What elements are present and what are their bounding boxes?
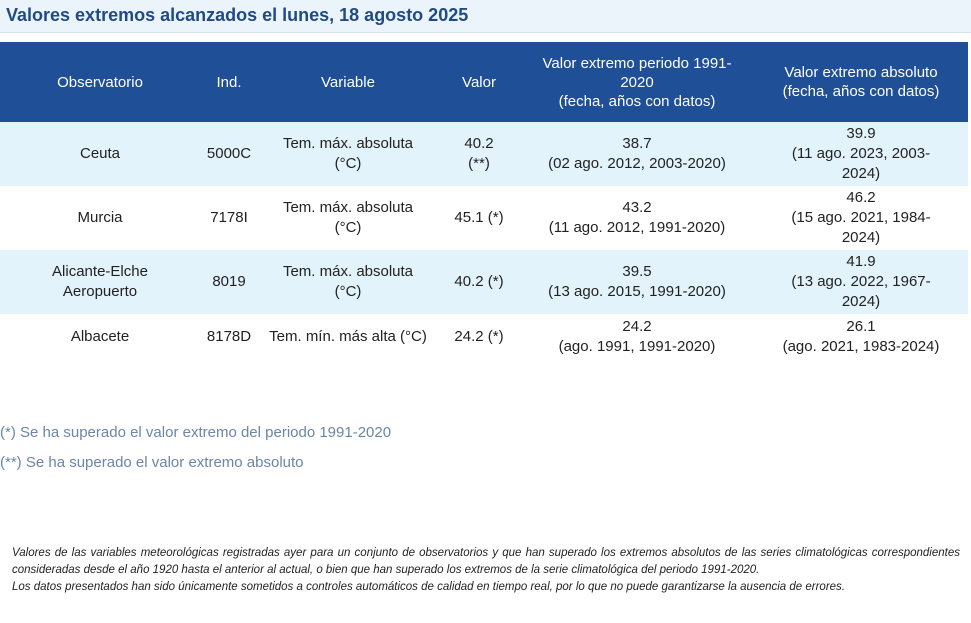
cell-extremo-absoluto: 46.2 (15 ago. 2021, 1984-2024)	[791, 189, 931, 246]
footer-paragraph: Los datos presentados han sido únicament…	[12, 581, 845, 593]
cell-observatorio: Murcia	[77, 209, 123, 226]
cell-valor: 40.2 (*)	[438, 250, 520, 314]
cell-extremo-periodo: 43.2 (11 ago. 2012, 1991-2020)	[548, 199, 726, 236]
cell-extremo-periodo: 39.5 (13 ago. 2015, 1991-2020)	[520, 250, 754, 314]
note-periodo: (*) Se ha superado el valor extremo del …	[0, 424, 392, 441]
cell-ind: 5000C	[200, 122, 258, 186]
table-header-row: Observatorio Ind. Variable Valor Valor e…	[0, 42, 968, 122]
cell-variable: Tem. máx. absoluta (°C)	[282, 199, 414, 236]
column-header-extremo-periodo: Valor extremo periodo 1991-2020 (fecha, a…	[520, 42, 754, 122]
column-header-observatorio: Observatorio	[0, 42, 200, 122]
legend-notes: (*) Se ha superado el valor extremo del …	[0, 423, 391, 483]
cell-observatorio: Alicante-Elche Aeropuerto	[0, 250, 200, 314]
cell-ind: 8178D	[206, 328, 252, 345]
extremes-table: Observatorio Ind. Variable Valor Valor e…	[0, 42, 968, 362]
cell-extremo-periodo: 24.2 (ago. 1991, 1991-2020)	[558, 318, 716, 355]
cell-valor: 40.2 (**)	[438, 122, 520, 186]
title-bar: Valores extremos alcanzados el lunes, 18…	[0, 0, 971, 33]
column-header-valor: Valor	[438, 42, 520, 122]
footer-disclaimer: Valores de las variables meteorológicas …	[12, 545, 960, 596]
table-row: Murcia 7178I Tem. máx. absoluta (°C) 45.…	[0, 186, 968, 250]
cell-variable: Tem. mín. más alta (°C)	[269, 328, 427, 345]
note-absoluto: (**) Se ha superado el valor extremo abs…	[0, 454, 304, 471]
cell-extremo-absoluto: 26.1 (ago. 2021, 1983-2024)	[782, 318, 940, 355]
cell-ind: 7178I	[210, 209, 248, 226]
table-row: Ceuta 5000C Tem. máx. absoluta (°C) 40.2…	[0, 122, 968, 186]
cell-observatorio: Albacete	[70, 328, 130, 345]
cell-valor: 45.1 (*)	[454, 209, 504, 226]
table-row: Albacete 8178D Tem. mín. más alta (°C) 2…	[0, 314, 968, 362]
cell-extremo-absoluto: 39.9 (11 ago. 2023, 2003-2024)	[754, 122, 968, 186]
cell-variable: Tem. máx. absoluta (°C)	[258, 250, 438, 314]
column-header-extremo-absoluto: Valor extremo absoluto (fecha, años con d…	[754, 42, 968, 122]
page-title: Valores extremos alcanzados el lunes, 18…	[6, 5, 469, 25]
cell-ind: 8019	[200, 250, 258, 314]
cell-extremo-periodo: 38.7 (02 ago. 2012, 2003-2020)	[520, 122, 754, 186]
cell-valor: 24.2 (*)	[454, 328, 504, 345]
column-header-ind: Ind.	[200, 42, 258, 122]
footer-paragraph: Valores de las variables meteorológicas …	[12, 547, 960, 576]
column-header-variable: Variable	[258, 42, 438, 122]
cell-variable: Tem. máx. absoluta (°C)	[258, 122, 438, 186]
cell-observatorio: Ceuta	[0, 122, 200, 186]
table-row: Alicante-Elche Aeropuerto 8019 Tem. máx.…	[0, 250, 968, 314]
cell-extremo-absoluto: 41.9 (13 ago. 2022, 1967-2024)	[754, 250, 968, 314]
